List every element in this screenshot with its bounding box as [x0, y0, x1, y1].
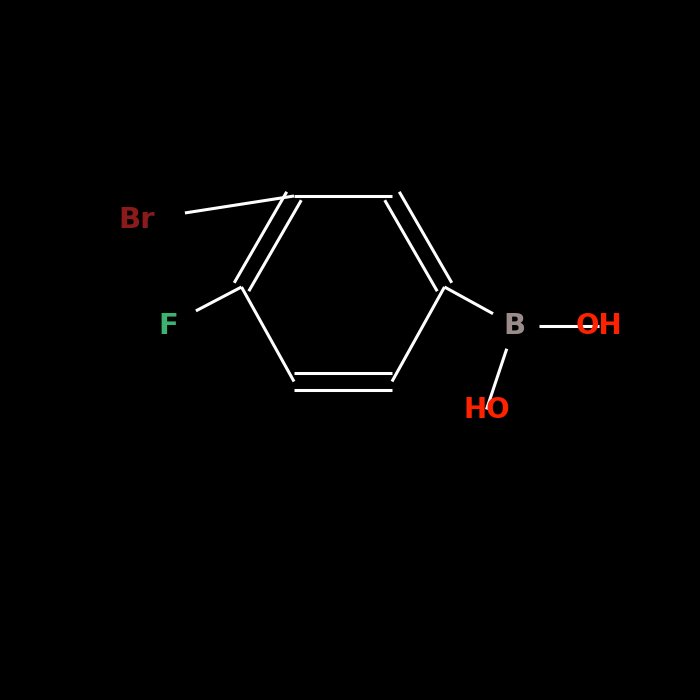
Text: F: F: [158, 312, 178, 340]
Text: Br: Br: [118, 206, 155, 235]
Text: HO: HO: [463, 395, 510, 423]
Text: B: B: [503, 312, 526, 340]
Text: OH: OH: [575, 312, 622, 340]
